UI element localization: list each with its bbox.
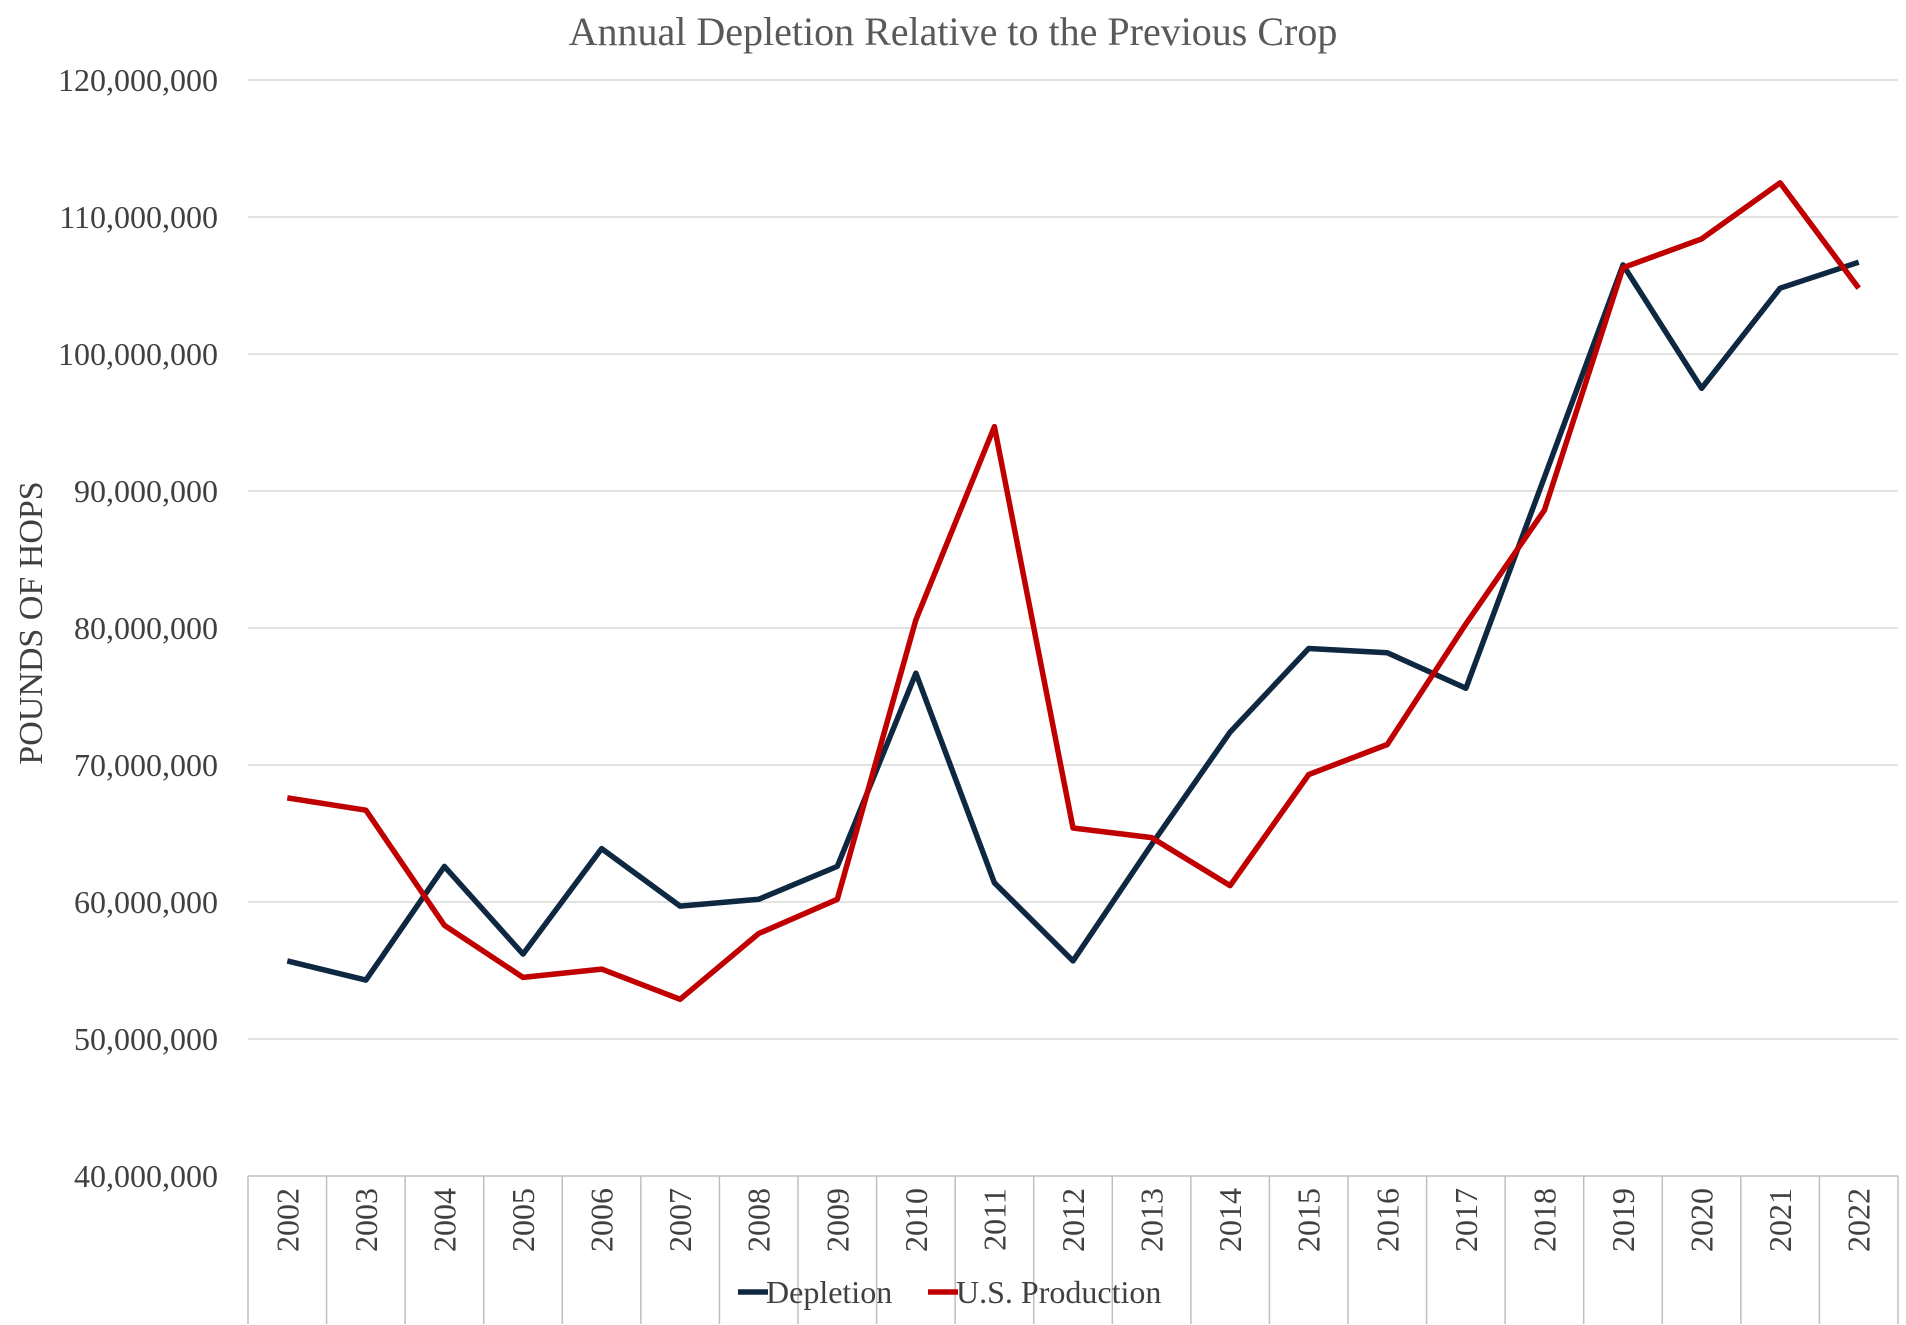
y-tick-label: 110,000,000 — [59, 199, 218, 235]
x-tick-label: 2013 — [1134, 1188, 1170, 1252]
y-tick-label: 100,000,000 — [58, 336, 218, 372]
series-line-1 — [286, 180, 1861, 1003]
x-tick-label: 2012 — [1055, 1188, 1091, 1252]
x-tick-label: 2006 — [584, 1188, 620, 1252]
legend-label: U.S. Production — [956, 1274, 1161, 1310]
x-tick-label: 2014 — [1212, 1188, 1248, 1252]
x-tick-label: 2015 — [1291, 1188, 1327, 1252]
y-tick-label: 120,000,000 — [58, 62, 218, 98]
x-tick-label: 2005 — [505, 1188, 541, 1252]
series-line-0 — [286, 259, 1860, 983]
x-tick-label: 2018 — [1526, 1188, 1562, 1252]
x-tick-label: 2010 — [898, 1188, 934, 1252]
y-axis-title: POUNDS OF HOPS — [13, 481, 50, 764]
y-tick-label: 70,000,000 — [74, 747, 218, 783]
axes: 40,000,000 50,000,000 60,000,000 70,000,000… — [58, 62, 1899, 1324]
x-tick-label: 2020 — [1684, 1188, 1720, 1252]
series-lines — [286, 180, 1861, 1003]
x-tick-label: 2002 — [269, 1188, 305, 1252]
y-tick-label: 50,000,000 — [74, 1021, 218, 1057]
x-tick-label: 2003 — [348, 1188, 384, 1252]
y-tick-label: 80,000,000 — [74, 610, 218, 646]
legend-label: Depletion — [766, 1274, 892, 1310]
x-tick-label: 2022 — [1841, 1188, 1877, 1252]
x-tick-label: 2008 — [741, 1188, 777, 1252]
x-tick-label: 2016 — [1369, 1188, 1405, 1252]
y-tick-label: 90,000,000 — [74, 473, 218, 509]
x-tick-label: 2007 — [662, 1188, 698, 1252]
x-tick-label: 2017 — [1448, 1188, 1484, 1252]
x-tick-label: 2011 — [976, 1188, 1012, 1251]
x-tick-label: 2021 — [1762, 1188, 1798, 1252]
gridlines — [248, 79, 1898, 1040]
x-tick-label: 2004 — [426, 1188, 462, 1252]
y-tick-label: 40,000,000 — [74, 1158, 218, 1194]
chart-title: Annual Depletion Relative to the Previou… — [569, 9, 1338, 54]
y-tick-label: 60,000,000 — [74, 884, 218, 920]
legend: Depletion U.S. Production — [738, 1274, 1161, 1310]
x-tick-label: 2009 — [819, 1188, 855, 1252]
x-tick-label: 2019 — [1605, 1188, 1641, 1252]
